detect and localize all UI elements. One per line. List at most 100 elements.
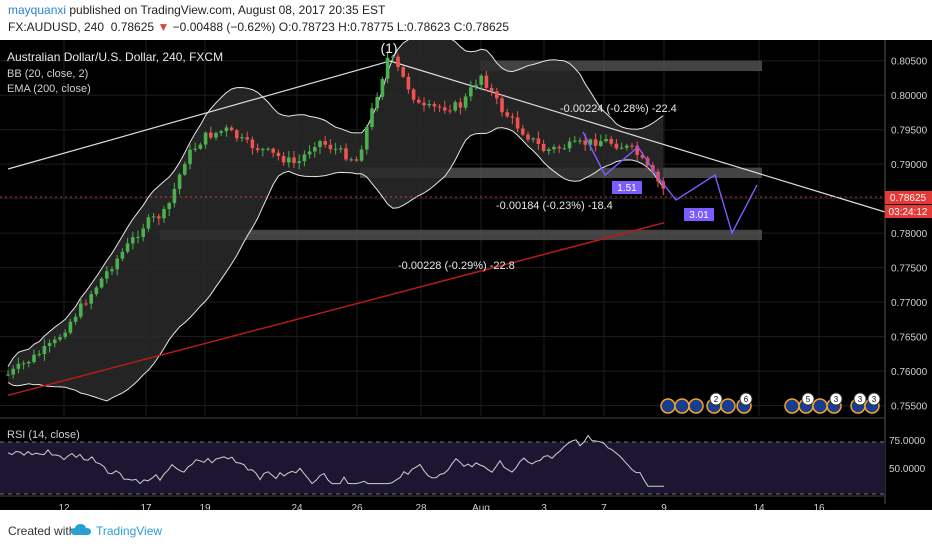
candle-body (125, 243, 130, 252)
time-tick: 12 (58, 503, 70, 510)
measure-mid-text: -0.00184 (-0.23%) -18.4 (496, 200, 613, 212)
candle-body (531, 138, 535, 140)
candle-body (271, 148, 275, 153)
candle-body (11, 368, 15, 375)
candle-body (146, 217, 151, 229)
price-axis[interactable] (885, 40, 932, 510)
publish-line: mayquanxi published on TradingView.com, … (8, 3, 385, 17)
candle-body (229, 127, 234, 131)
event-count-icon (829, 392, 843, 406)
candle-body (58, 336, 62, 340)
harmonic-pattern[interactable] (582, 131, 758, 235)
time-tick: 9 (661, 503, 667, 510)
legend-bb[interactable]: BB (20, close, 2) (7, 68, 88, 80)
candle-body (110, 269, 114, 272)
change-down-icon: ▼ (157, 20, 170, 34)
candle-body (474, 84, 478, 88)
candle-body (42, 345, 47, 355)
candle-body (53, 339, 57, 344)
price-tick: 0.78000 (891, 229, 928, 240)
candle-body (422, 102, 426, 106)
candle-body (333, 149, 338, 151)
event-flag-icon[interactable] (720, 398, 736, 414)
candle-body (573, 140, 577, 142)
candle-body (224, 127, 229, 132)
price-chart[interactable]: 1.51 3.01 -0.00224 (-0.28%) -22.4 -0.001… (0, 34, 932, 514)
legend-ema[interactable]: EMA (200, close) (7, 83, 91, 95)
time-tick: 17 (140, 503, 152, 510)
trendline-rising[interactable] (7, 60, 391, 170)
candle-body (583, 140, 587, 145)
event-count: 3 (834, 395, 839, 404)
low-label: L: (396, 20, 407, 34)
candle-body (458, 102, 463, 108)
event-count: 2 (714, 395, 719, 404)
trendline-falling[interactable] (389, 60, 886, 213)
chart-area[interactable]: 1.51 3.01 -0.00224 (-0.28%) -22.4 -0.001… (0, 34, 932, 514)
tradingview-brand-link[interactable]: TradingView (96, 524, 163, 538)
author-link[interactable]: mayquanxi (8, 3, 67, 17)
candle-body (266, 148, 270, 150)
candle-body (193, 148, 197, 150)
event-flag-icon[interactable] (674, 398, 690, 414)
candle-body (396, 56, 400, 68)
candle-body (183, 164, 187, 175)
low-value: 0.78623 (406, 20, 451, 34)
candle-body (427, 104, 431, 106)
candle-body (84, 303, 88, 305)
candle-body (567, 141, 572, 149)
candle-body (359, 149, 364, 161)
candle-body (619, 147, 624, 149)
candle-body (21, 363, 26, 365)
candle-body (406, 76, 411, 90)
event-flag-icon[interactable] (688, 398, 704, 414)
candle-body (604, 139, 608, 142)
candle-body (188, 149, 192, 165)
candle-body (120, 251, 125, 259)
rsi-tick-50: 50.0000 (889, 464, 926, 475)
candle-body (79, 303, 83, 317)
candle-body (151, 216, 156, 218)
price-tick: 0.77000 (891, 298, 928, 309)
candle-body (349, 159, 353, 161)
time-tick: 24 (291, 503, 303, 510)
countdown-text: 03:24:12 (889, 207, 928, 218)
price-tick: 0.76500 (891, 333, 928, 344)
quote-line: FX:AUDUSD, 240 0.78625 ▼ −0.00488 (−0.62… (8, 20, 509, 34)
high-value: 0.78775 (350, 20, 394, 34)
ratio-2-text: 3.01 (689, 210, 709, 221)
last-price-badge-text: 0.78625 (890, 193, 927, 204)
candle-body (94, 287, 99, 295)
candle-body (510, 116, 515, 118)
countdown-badge (885, 205, 932, 218)
price-tick: 0.75500 (891, 402, 928, 413)
candle-body (177, 174, 182, 189)
price-zone[interactable] (160, 229, 762, 241)
event-flag-icon[interactable] (660, 398, 676, 414)
candle-body (432, 104, 437, 107)
bollinger-upper-line (7, 34, 664, 367)
ratio-1-text: 1.51 (617, 183, 637, 194)
candle-body (401, 67, 405, 77)
candle-body (625, 145, 629, 148)
open-value: 0.78723 (291, 20, 335, 34)
event-flag-icon[interactable] (812, 398, 828, 414)
candle-body (214, 132, 218, 138)
candle-body (635, 145, 639, 155)
candle-body (287, 157, 291, 163)
event-count: 6 (744, 395, 749, 404)
legend-title: Australian Dollar/U.S. Dollar, 240, FXCM (7, 50, 223, 64)
candle-body (380, 78, 385, 97)
candle-body (68, 321, 73, 333)
candle-body (89, 294, 93, 304)
candle-body (245, 137, 249, 140)
rsi-label[interactable]: RSI (14, close) (7, 429, 80, 441)
price-zone[interactable] (480, 60, 762, 72)
candle-body (32, 354, 36, 362)
candle-body (131, 237, 135, 244)
event-flag-icon[interactable] (784, 398, 800, 414)
rsi-band (0, 442, 885, 494)
candle-body (136, 237, 140, 239)
tradingview-cloud-icon (71, 524, 91, 535)
